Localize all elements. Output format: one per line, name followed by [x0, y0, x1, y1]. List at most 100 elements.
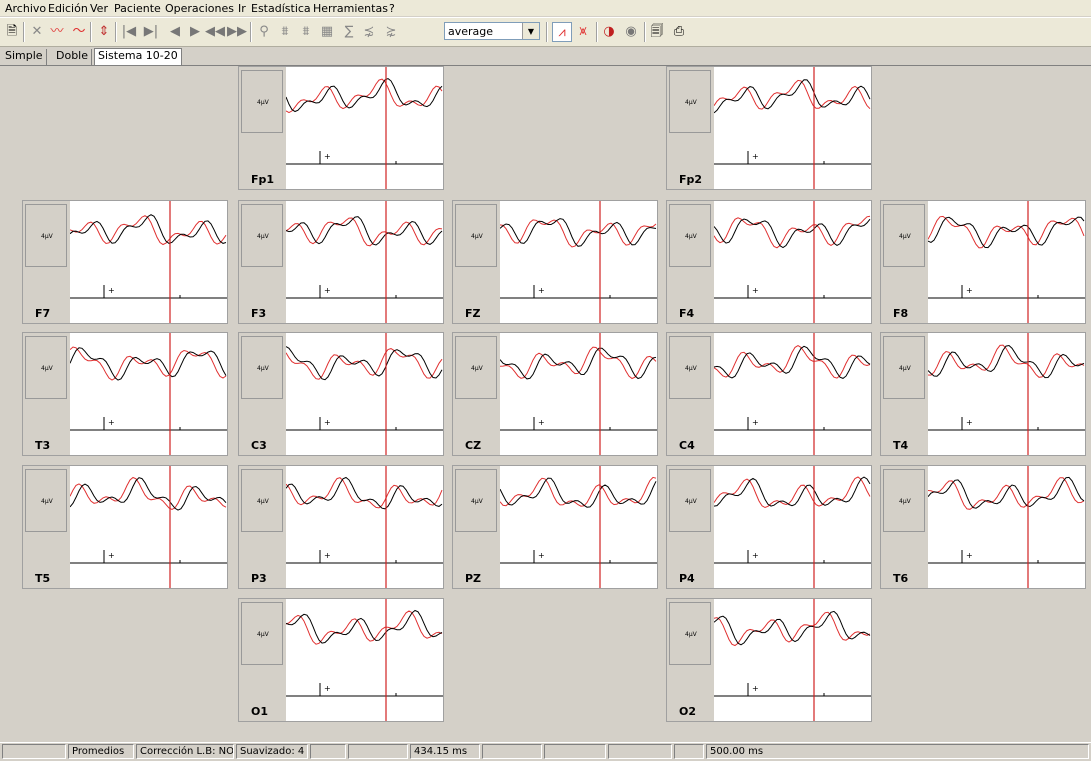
trace-black	[286, 216, 443, 246]
compare-icon[interactable]: ⩙	[579, 23, 587, 39]
circle-icon[interactable]: ◉	[625, 23, 637, 39]
channel-name-fz: FZ	[465, 307, 481, 320]
channel-panel-t3[interactable]: 4µV T3 +	[22, 332, 228, 456]
scale-label: 4µV	[471, 365, 483, 372]
channel-name-t6: T6	[893, 572, 909, 585]
menu-ver[interactable]: Ver	[90, 2, 108, 15]
scale-box: 4µV	[25, 336, 67, 399]
channel-panel-t5[interactable]: 4µV T5 +	[22, 465, 228, 589]
scale-box: 4µV	[25, 204, 67, 267]
channel-panel-c4[interactable]: 4µV C4 +	[666, 332, 872, 456]
channel-panel-pz[interactable]: 4µV PZ +	[452, 465, 658, 589]
waveform-plot[interactable]: +	[500, 201, 657, 323]
separator	[546, 22, 548, 42]
waveform-plot[interactable]: +	[714, 67, 871, 189]
waveform-plot[interactable]: +	[70, 201, 227, 323]
status-cell	[544, 744, 606, 759]
tab-sistema-10-20[interactable]: Sistema 10-20	[94, 48, 182, 66]
forward-icon[interactable]: ▶▶	[227, 23, 247, 39]
channel-panel-t6[interactable]: 4µV T6 +	[880, 465, 1086, 589]
next-icon[interactable]: ▶	[190, 23, 200, 39]
waveform-plot[interactable]: +	[500, 333, 657, 455]
waveform-plot[interactable]: +	[70, 333, 227, 455]
tab-doble[interactable]: Doble	[53, 49, 93, 65]
overlay-icon[interactable]: ⩘	[552, 22, 572, 42]
waveform-plot[interactable]: +	[714, 466, 871, 588]
menu-edicion[interactable]: Edición	[48, 2, 88, 15]
channel-panel-o2[interactable]: 4µV O2 +	[666, 598, 872, 722]
menu-help[interactable]: ?	[389, 2, 395, 15]
menu-archivo[interactable]: Archivo	[5, 2, 47, 15]
channel-panel-cz[interactable]: 4µV CZ +	[452, 332, 658, 456]
marker-label: +	[752, 684, 759, 693]
channel-panel-fp2[interactable]: 4µV Fp2 +	[666, 66, 872, 190]
trace-black	[500, 477, 657, 508]
scale-label: 4µV	[41, 233, 53, 240]
reference-select[interactable]: average ▼	[444, 22, 540, 40]
waveform-plot[interactable]: +	[928, 201, 1085, 323]
map-icon[interactable]: ◑	[603, 23, 615, 39]
channel-panel-f4[interactable]: 4µV F4 +	[666, 200, 872, 324]
waveform-plot[interactable]: +	[286, 333, 443, 455]
channel-panel-c3[interactable]: 4µV C3 +	[238, 332, 444, 456]
rewind-icon[interactable]: ◀◀	[205, 23, 225, 39]
waveform-plot[interactable]: +	[714, 599, 871, 721]
filter-icon[interactable]: ✕	[31, 23, 43, 39]
menu-herramientas[interactable]: Herramientas	[313, 2, 388, 15]
scale-box: 4µV	[241, 70, 283, 133]
channel-panel-fz[interactable]: 4µV FZ +	[452, 200, 658, 324]
average2-icon[interactable]: ⋩	[385, 23, 397, 39]
prev-icon[interactable]: ◀	[170, 23, 180, 39]
new-doc-icon[interactable]: 🗎	[6, 23, 18, 39]
print-icon[interactable]: ⎙	[673, 23, 685, 39]
channel-name-c4: C4	[679, 439, 695, 452]
menu-ir[interactable]: Ir	[238, 2, 246, 15]
waveform-plot[interactable]: +	[928, 466, 1085, 588]
waveform-plot[interactable]: +	[286, 466, 443, 588]
channel-panel-t4[interactable]: 4µV T4 +	[880, 332, 1086, 456]
average-icon[interactable]: ⋨	[363, 23, 375, 39]
waveform-plot[interactable]: +	[286, 67, 443, 189]
channel-panel-f7[interactable]: 4µV F7 +	[22, 200, 228, 324]
channel-panel-f8[interactable]: 4µV F8 +	[880, 200, 1086, 324]
trace-black	[714, 79, 871, 114]
channels2-icon[interactable]: ⩩	[281, 23, 289, 39]
channel-panel-p4[interactable]: 4µV P4 +	[666, 465, 872, 589]
menu-estadistica[interactable]: Estadística	[251, 2, 311, 15]
menu-operaciones[interactable]: Operaciones	[165, 2, 234, 15]
channel-panel-fp1[interactable]: 4µV Fp1 +	[238, 66, 444, 190]
channels3-icon[interactable]: ⩩	[302, 23, 310, 39]
marker-label: +	[966, 551, 973, 560]
status-blank	[2, 744, 66, 759]
tab-simple[interactable]: Simple	[2, 49, 47, 65]
last-icon[interactable]: ▶|	[143, 23, 159, 39]
chevron-down-icon[interactable]: ▼	[522, 23, 539, 39]
print-preview-icon[interactable]: 🗐	[650, 23, 664, 39]
waveform-plot[interactable]: +	[70, 466, 227, 588]
channel-panel-o1[interactable]: 4µV O1 +	[238, 598, 444, 722]
marker-icon[interactable]: ⇕	[98, 23, 110, 39]
grid-icon[interactable]: ▦	[320, 23, 334, 39]
waveform-plot[interactable]: +	[714, 333, 871, 455]
scale-box: 4µV	[241, 204, 283, 267]
trace-red	[286, 217, 443, 247]
marker-label: +	[752, 286, 759, 295]
first-icon[interactable]: |◀	[121, 23, 137, 39]
scale-box: 4µV	[669, 204, 711, 267]
menu-paciente[interactable]: Paciente	[114, 2, 161, 15]
waveform-plot[interactable]: +	[928, 333, 1085, 455]
wave-up-icon[interactable]: 〰	[50, 23, 64, 39]
scale-label: 4µV	[685, 631, 697, 638]
channel-panel-f3[interactable]: 4µV F3 +	[238, 200, 444, 324]
waveform-plot[interactable]: +	[286, 201, 443, 323]
channels-icon[interactable]: ⚲	[259, 23, 269, 39]
waveform-plot[interactable]: +	[714, 201, 871, 323]
waveform-plot[interactable]: +	[286, 599, 443, 721]
separator	[23, 22, 25, 42]
waveform-plot[interactable]: +	[500, 466, 657, 588]
wave-peak-icon[interactable]: 〜	[72, 23, 86, 39]
trace-black	[714, 345, 871, 379]
sum-icon[interactable]: ∑	[344, 23, 354, 39]
scale-box: 4µV	[455, 469, 497, 532]
channel-panel-p3[interactable]: 4µV P3 +	[238, 465, 444, 589]
